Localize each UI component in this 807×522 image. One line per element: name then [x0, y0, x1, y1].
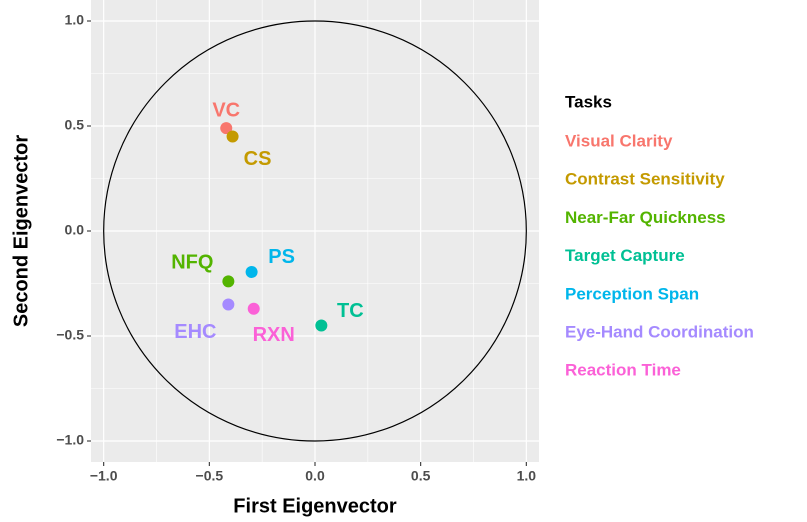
legend-entry: Target Capture — [565, 246, 685, 265]
point — [222, 298, 235, 311]
legend-entry: Visual Clarity — [565, 131, 673, 150]
y-tick-label: 0.0 — [65, 222, 85, 238]
x-tick-label: −1.0 — [90, 468, 118, 484]
point — [226, 130, 239, 143]
legend-entry: Reaction Time — [565, 361, 681, 380]
point-label: EHC — [174, 321, 216, 343]
point — [222, 275, 235, 288]
legend-entry: Perception Span — [565, 284, 699, 303]
point-label: RXN — [253, 324, 295, 346]
point-label: PS — [268, 246, 295, 268]
point-label: CS — [244, 148, 272, 170]
y-tick-label: 0.5 — [65, 117, 85, 133]
x-tick-label: 0.5 — [411, 468, 431, 484]
x-tick-label: 0.0 — [305, 468, 325, 484]
x-tick-label: 1.0 — [517, 468, 537, 484]
legend-entry: Contrast Sensitivity — [565, 170, 725, 189]
point — [315, 319, 328, 332]
y-tick-label: 1.0 — [65, 12, 85, 28]
point — [220, 122, 233, 135]
legend-title: Tasks — [565, 92, 612, 111]
y-tick-label: −1.0 — [56, 432, 84, 448]
x-axis-title: First Eigenvector — [233, 495, 397, 517]
x-tick-label: −0.5 — [196, 468, 224, 484]
point-label: VC — [212, 99, 240, 121]
point — [247, 302, 260, 315]
legend-entry: Eye-Hand Coordination — [565, 322, 754, 341]
y-axis-title: Second Eigenvector — [10, 135, 32, 327]
legend-entry: Near-Far Quickness — [565, 208, 726, 227]
point-label: TC — [337, 300, 364, 322]
point — [245, 265, 258, 278]
point-label: NFQ — [171, 252, 213, 274]
unit-circle — [103, 20, 527, 442]
y-tick-label: −0.5 — [56, 327, 84, 343]
